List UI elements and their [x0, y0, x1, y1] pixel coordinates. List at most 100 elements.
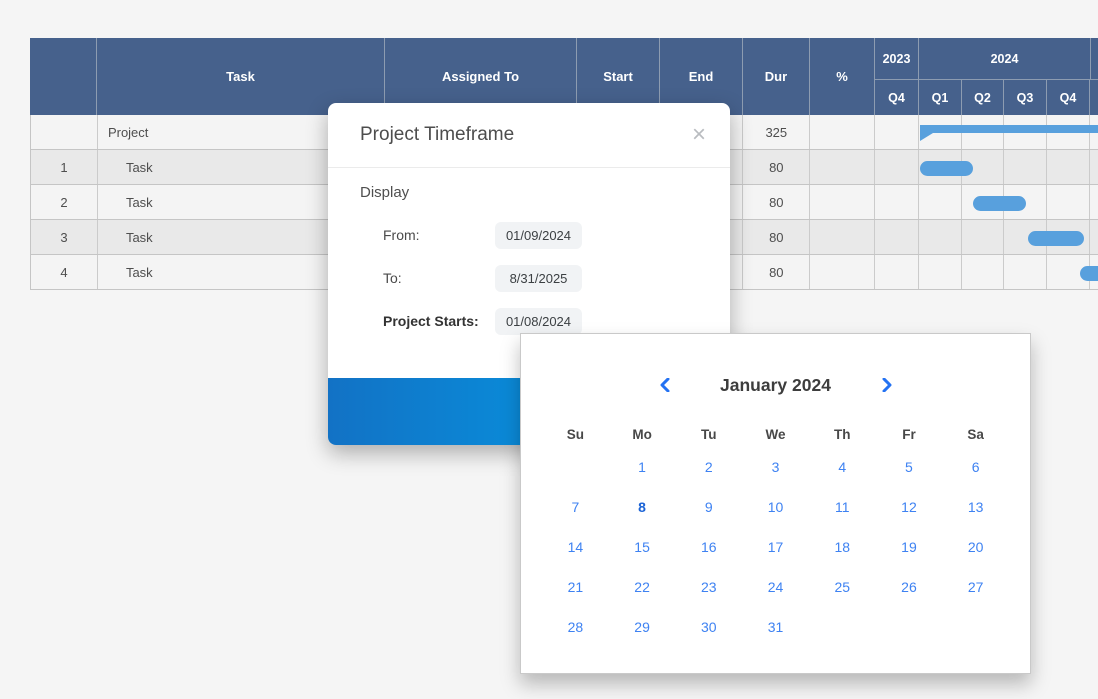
calendar-day[interactable]: 14 [567, 539, 584, 555]
quarter-2024-q4: Q4 [1047, 80, 1090, 115]
weekday-su: Su [566, 426, 584, 442]
quarter-2024-q3: Q3 [1004, 80, 1047, 115]
cell-end[interactable] [660, 185, 744, 219]
dialog-body: Display From: To: Project Starts: [328, 168, 730, 335]
calendar-day-empty [542, 447, 609, 487]
calendar-day[interactable]: 1 [638, 459, 646, 475]
calendar-day[interactable]: 29 [634, 619, 650, 635]
timeline-header: 2023 2024 Q4 Q1 Q2 Q3 Q4 [875, 38, 1098, 115]
project-starts-field-row: Project Starts: [360, 307, 706, 335]
project-summary-bar[interactable] [920, 125, 1098, 133]
cell-percent[interactable] [810, 150, 876, 184]
calendar-day-empty [809, 607, 876, 647]
chevron-right-icon[interactable] [879, 377, 895, 393]
cell-duration[interactable]: 80 [743, 185, 811, 219]
quarter-2024-q1: Q1 [919, 80, 962, 115]
calendar-day[interactable]: 9 [704, 499, 713, 515]
cell-row-number[interactable]: 2 [31, 185, 98, 219]
cell-row-number[interactable]: 1 [31, 150, 98, 184]
calendar-week-row: 7 8 9 10 11 12 13 [521, 487, 1030, 527]
calendar-day[interactable]: 26 [901, 579, 917, 595]
timeline-years: 2023 2024 [875, 38, 1098, 80]
cell-percent[interactable] [810, 185, 876, 219]
calendar-day[interactable]: 3 [771, 459, 780, 475]
to-date-input[interactable] [495, 264, 582, 292]
calendar-day-empty [942, 607, 1009, 647]
calendar-day[interactable]: 10 [767, 499, 784, 515]
calendar-day[interactable]: 16 [701, 539, 717, 555]
calendar-day[interactable]: 22 [634, 579, 650, 595]
cell-percent[interactable] [810, 255, 876, 289]
calendar-day[interactable]: 31 [767, 619, 784, 635]
calendar-day[interactable]: 6 [971, 459, 980, 475]
calendar-day[interactable]: 13 [967, 499, 984, 515]
calendar-day[interactable]: 27 [967, 579, 984, 595]
calendar-day-selected[interactable]: 8 [638, 499, 646, 515]
calendar-day[interactable]: 25 [834, 579, 851, 595]
calendar-day[interactable]: 12 [901, 499, 917, 515]
close-icon[interactable]: × [691, 121, 706, 148]
calendar-day[interactable]: 5 [905, 459, 913, 475]
task-3-bar[interactable] [1028, 231, 1084, 246]
cell-duration[interactable]: 80 [743, 220, 811, 254]
calendar-day[interactable]: 30 [701, 619, 717, 635]
calendar-day[interactable]: 4 [838, 459, 847, 475]
calendar-day[interactable]: 21 [567, 579, 584, 595]
quarter-2024-q2: Q2 [962, 80, 1004, 115]
cell-row-number[interactable] [31, 115, 98, 149]
cell-percent[interactable] [810, 220, 876, 254]
cell-end[interactable] [660, 115, 744, 149]
gantt-header-left: Task Assigned To Start End Dur % [30, 38, 875, 115]
chevron-left-icon[interactable] [657, 377, 673, 393]
weekday-mo: Mo [632, 426, 652, 442]
header-assigned-to: Assigned To [385, 38, 577, 115]
task-4-bar[interactable] [1080, 266, 1098, 281]
cell-row-number[interactable]: 3 [31, 220, 98, 254]
dialog-title: Project Timeframe [360, 124, 515, 145]
cell-duration[interactable]: 80 [743, 255, 811, 289]
calendar-month-title: January 2024 [720, 374, 831, 395]
project-starts-date-input[interactable] [495, 307, 582, 335]
calendar-day[interactable]: 18 [834, 539, 851, 555]
from-field-row: From: [360, 221, 706, 249]
cell-end[interactable] [660, 150, 744, 184]
from-date-input[interactable] [495, 221, 582, 249]
quarter-2023-q4: Q4 [875, 80, 919, 115]
to-field-row: To: [360, 264, 706, 292]
header-row-number [30, 38, 97, 115]
calendar-day[interactable]: 17 [767, 539, 784, 555]
cell-end[interactable] [660, 255, 744, 289]
calendar-day[interactable]: 19 [901, 539, 917, 555]
task-1-bar[interactable] [920, 161, 973, 176]
calendar-day[interactable]: 24 [767, 579, 784, 595]
calendar-weekday-row: Su Mo Tu We Th Fr Sa [521, 421, 1030, 447]
gantt-header: Task Assigned To Start End Dur % 2023 20… [30, 38, 1098, 115]
cell-duration[interactable]: 80 [743, 150, 811, 184]
calendar-day[interactable]: 11 [834, 499, 850, 515]
cell-end[interactable] [660, 220, 744, 254]
year-2024: 2024 [919, 38, 1091, 79]
quarter-next-partial [1090, 80, 1098, 115]
header-percent: % [810, 38, 875, 115]
timeline-cell [875, 255, 1098, 289]
calendar-week-row: 28 29 30 31 [521, 607, 1030, 647]
calendar-day[interactable]: 7 [571, 499, 580, 515]
task-2-bar[interactable] [973, 196, 1026, 211]
to-label: To: [383, 270, 402, 286]
calendar-day[interactable]: 2 [704, 459, 713, 475]
calendar-day[interactable]: 23 [701, 579, 717, 595]
cell-row-number[interactable]: 4 [31, 255, 98, 289]
header-duration: Dur [743, 38, 810, 115]
calendar-day[interactable]: 20 [967, 539, 984, 555]
cell-percent[interactable] [810, 115, 876, 149]
calendar-day[interactable]: 28 [567, 619, 584, 635]
calendar-day[interactable]: 15 [634, 539, 650, 555]
dialog-header: Project Timeframe × [328, 103, 730, 168]
weekday-tu: Tu [701, 426, 717, 442]
weekday-sa: Sa [967, 426, 984, 442]
cell-duration[interactable]: 325 [743, 115, 811, 149]
project-starts-label: Project Starts: [383, 313, 479, 329]
timeline-cell [875, 150, 1098, 184]
project-summary-start-marker [920, 133, 933, 141]
